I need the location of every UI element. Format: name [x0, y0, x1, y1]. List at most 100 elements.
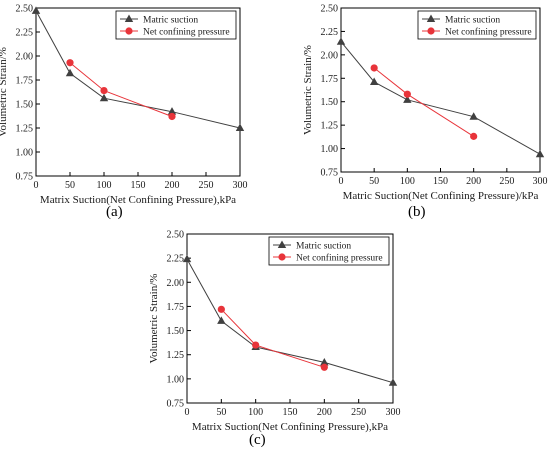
data-point-triangle: [235, 123, 245, 131]
series-line-matric-suction: [340, 41, 541, 155]
data-point-triangle: [388, 378, 398, 386]
legend-label: Net confining pressure: [143, 27, 230, 38]
y-tick-label: 2.00: [321, 50, 339, 61]
x-tick-label: 250: [199, 180, 214, 191]
y-tick-label: 1.25: [167, 350, 185, 361]
x-axis-label: Matrix Suction(Net Confining Pressure),k…: [40, 194, 236, 206]
chart-panel-a: 0 50 100 150 200 250 300 0.75 1.00 1.25 1.50 1.75 2.…: [0, 4, 248, 207]
chart-panel-c: 0 50 100 150 200 250 300 0.75 1.00 1.25 1.50 1.75 2.…: [148, 230, 401, 434]
x-tick-label: 50: [369, 176, 379, 187]
x-tick-label: 100: [400, 176, 415, 187]
data-point-circle: [100, 86, 108, 95]
y-tick-label: 2.25: [16, 28, 34, 39]
x-tick-label: 300: [386, 407, 401, 418]
legend-marker-triangle: [124, 14, 134, 22]
data-point-triangle: [369, 77, 379, 86]
series-line-net-confining-pressure: [373, 67, 474, 137]
legend-label: Net confining pressure: [445, 27, 532, 38]
y-tick-label: 0.75: [16, 172, 34, 183]
x-axis-label: Matrix Suction(Net Confining Pressure),k…: [192, 421, 388, 433]
y-tick-label: 1.00: [167, 374, 185, 385]
legend-marker-circle: [278, 253, 286, 261]
x-tick-label: 200: [317, 407, 332, 418]
x-tick-label: 200: [466, 176, 481, 187]
x-tick-label: 150: [283, 407, 298, 418]
data-point-triangle: [167, 107, 177, 115]
legend-marker-triangle: [277, 240, 287, 248]
legend-label: Matric suction: [296, 242, 351, 252]
panel-label-b: (b): [408, 204, 426, 220]
data-point-triangle: [65, 68, 75, 77]
y-tick-label: 1.00: [16, 148, 34, 159]
y-tick-label: 2.25: [321, 27, 339, 38]
data-point-circle: [168, 112, 176, 121]
x-tick-label: 300: [533, 176, 548, 187]
data-point-circle: [66, 59, 74, 67]
data-point-circle: [470, 132, 478, 140]
data-point-triangle: [336, 37, 346, 45]
data-point-circle: [252, 341, 260, 349]
panel-label-c: (c): [249, 432, 266, 448]
chart-panel-b: 0 50 100 150 200 250 300 0.75 1.00 1.25 1.50 1.75 2.…: [302, 4, 548, 203]
legend-marker-circle: [427, 27, 435, 35]
x-tick-label: 100: [248, 407, 263, 418]
x-tick-label: 300: [233, 180, 248, 191]
y-tick-label: 1.50: [321, 97, 339, 108]
x-axis-label: Matric Suction(Net Confining Pressure)/k…: [343, 190, 539, 202]
x-tick-label: 250: [499, 176, 514, 187]
data-point-triangle: [99, 93, 109, 102]
y-tick-label: 2.50: [16, 4, 34, 15]
data-point-triangle: [535, 149, 545, 158]
y-tick-label: 1.50: [16, 100, 34, 111]
legend-marker-circle: [125, 27, 133, 35]
data-point-triangle: [320, 357, 329, 366]
legend-label: Matric suction: [143, 16, 198, 26]
y-tick-label: 0.75: [321, 168, 339, 179]
y-tick-label: 1.75: [167, 302, 185, 313]
y-tick-label: 1.75: [16, 76, 34, 87]
y-tick-label: 2.50: [167, 230, 185, 241]
panel-label-a: (a): [106, 204, 123, 220]
legend-label: Matric suction: [445, 16, 500, 26]
y-tick-label: 1.50: [167, 326, 185, 337]
legend-label: Net confining pressure: [296, 253, 383, 264]
x-tick-label: 250: [351, 407, 366, 418]
y-tick-label: 1.75: [321, 74, 339, 85]
data-point-triangle: [31, 6, 41, 14]
y-tick-label: 1.00: [321, 144, 339, 155]
data-point-circle: [403, 90, 411, 98]
y-axis-label: Volumetric Strain/%: [148, 274, 160, 364]
x-tick-label: 150: [131, 180, 146, 191]
legend-marker-triangle: [426, 14, 436, 22]
x-tick-label: 150: [433, 176, 448, 187]
data-point-circle: [370, 64, 378, 72]
x-tick-label: 0: [185, 407, 190, 418]
y-tick-label: 2.00: [167, 278, 185, 289]
y-tick-label: 1.25: [321, 121, 339, 132]
data-point-circle: [320, 363, 328, 371]
series-line-matric-suction: [186, 258, 394, 384]
y-axis-label: Volumetric Strain/%: [302, 45, 314, 135]
y-tick-label: 1.25: [16, 124, 34, 135]
y-tick-label: 2.50: [321, 4, 339, 15]
x-tick-label: 50: [65, 180, 75, 191]
x-tick-label: 200: [165, 180, 180, 191]
y-tick-label: 0.75: [167, 399, 185, 410]
x-tick-label: 100: [97, 180, 112, 191]
legend-box: [268, 236, 390, 266]
legend-box: [417, 10, 537, 40]
data-point-triangle: [217, 316, 226, 324]
y-tick-label: 2.00: [16, 52, 34, 63]
x-tick-label: 0: [339, 176, 344, 187]
x-tick-label: 50: [216, 407, 226, 418]
data-point-triangle: [403, 95, 412, 103]
legend-box: [115, 10, 237, 40]
data-point-triangle: [182, 254, 192, 263]
x-tick-label: 0: [34, 180, 39, 191]
y-tick-label: 2.25: [167, 254, 185, 265]
y-axis-label: Volumetric Strain/%: [0, 47, 9, 137]
